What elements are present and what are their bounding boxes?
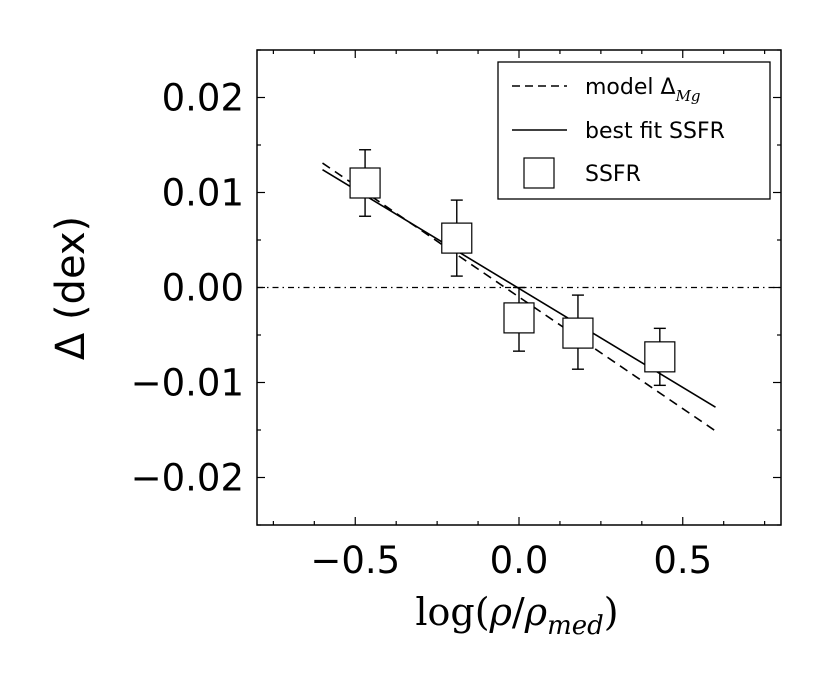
legend-model-delta: Δ — [661, 75, 676, 100]
y-tick-label: −0.01 — [131, 362, 244, 405]
ssfr-point — [349, 167, 381, 199]
x-axis-label: log(ρ/ρmed) — [415, 590, 618, 641]
ssfr-point — [503, 302, 535, 334]
model-delta-mg-line — [322, 162, 716, 432]
x-tick-label: 0.0 — [490, 539, 549, 582]
legend-model-sub: Mg — [675, 87, 701, 105]
y-tick-label: 0.01 — [162, 172, 244, 215]
x-tick-label: −0.5 — [310, 539, 400, 582]
ssfr-point — [441, 222, 473, 254]
y-tick-label: 0.02 — [162, 77, 244, 120]
y-axis-label: Δ (dex) — [48, 216, 94, 360]
legend: model ΔMg best fit SSFR SSFR — [497, 61, 771, 200]
legend-model-label: model ΔMg — [585, 75, 701, 105]
y-tick-label: −0.02 — [131, 457, 244, 500]
y-tick-label: 0.00 — [162, 267, 244, 310]
legend-ssfr-label: SSFR — [585, 162, 641, 187]
x-tick-label: 0.5 — [653, 539, 712, 582]
ssfr-point — [562, 317, 594, 349]
ssfr-point — [644, 341, 676, 373]
legend-bestfit-label: best fit SSFR — [585, 119, 725, 144]
legend-ssfr-marker — [523, 157, 555, 189]
